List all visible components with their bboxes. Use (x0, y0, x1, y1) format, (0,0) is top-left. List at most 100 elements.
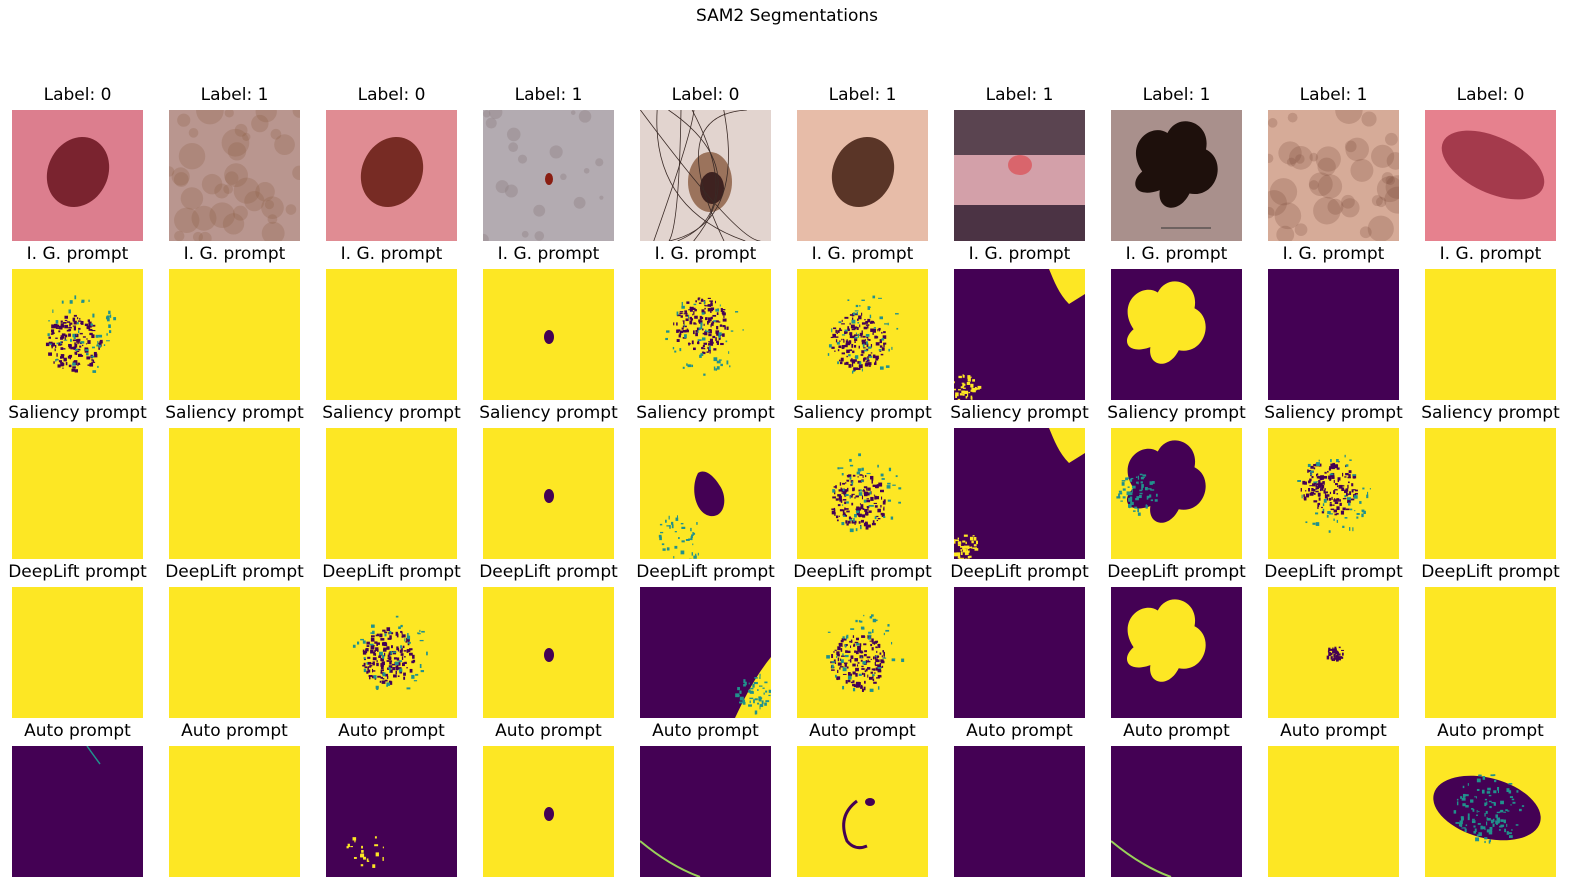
pigment-patch (1385, 175, 1396, 186)
segmentation-mask (1425, 746, 1556, 877)
segmentation-mask (640, 746, 771, 877)
segmentation-mask-svg (640, 587, 771, 718)
segmentation-mask (12, 746, 143, 877)
mask-speckle (658, 515, 699, 559)
mask-speckle (830, 312, 887, 371)
segmentation-mask-svg (1268, 269, 1399, 400)
pigment-patch (1309, 180, 1319, 190)
segmentation-mask-svg (640, 428, 771, 559)
pigment-patch (174, 207, 200, 233)
pigment-patch (227, 142, 247, 161)
pigment-patch (1276, 225, 1295, 241)
segmentation-mask (169, 587, 300, 718)
row-title: I. G. prompt (1439, 244, 1542, 264)
segmentation-mask (169, 428, 300, 559)
segmentation-mask (483, 746, 614, 877)
pigment-patch (255, 110, 277, 123)
row-title: DeepLift prompt (1421, 562, 1560, 582)
mask-background (640, 746, 771, 877)
row-title: DeepLift prompt (322, 562, 461, 582)
row-title: DeepLift prompt (636, 562, 775, 582)
segmentation-mask-svg (169, 269, 300, 400)
row-title: DeepLift prompt (8, 562, 147, 582)
pigment-patch (251, 114, 269, 133)
hair (698, 110, 747, 241)
pigment-patch (169, 166, 175, 177)
pigment-patch (242, 132, 251, 142)
pigment-patch (1381, 172, 1394, 184)
mask-streak (842, 799, 868, 850)
pigment-patch (234, 123, 248, 137)
segmentation-mask (326, 269, 457, 400)
freckle (521, 230, 529, 238)
segmentation-mask (1111, 269, 1242, 400)
mask-region (865, 798, 875, 806)
row-title: I. G. prompt (1125, 244, 1228, 264)
row-title: DeepLift prompt (479, 562, 618, 582)
pigment-patch (1376, 176, 1399, 203)
pigment-patch (214, 183, 230, 199)
column-label: Label: 1 (514, 85, 583, 105)
pigment-patch (1268, 118, 1278, 128)
pigment-patch (173, 172, 189, 187)
row-title: Auto prompt (809, 721, 916, 741)
mask-background (326, 746, 457, 877)
mask-speckle (832, 453, 902, 533)
freckle (578, 110, 592, 123)
dark-region (954, 110, 1085, 155)
dark-region (954, 205, 1085, 241)
dermoscopy-image (169, 110, 300, 241)
freckle (485, 117, 497, 129)
pigment-patch (222, 213, 245, 235)
mask-region (1126, 440, 1206, 523)
lesion (46, 136, 110, 208)
mask-region (1049, 428, 1085, 463)
pigment-patch (270, 128, 282, 140)
mask-background (1425, 587, 1556, 718)
pigment-patch (1268, 153, 1274, 163)
row-title: Saliency prompt (950, 403, 1089, 423)
pigment-patch (244, 190, 265, 212)
freckle (495, 180, 509, 194)
freckle (599, 195, 604, 200)
mask-background (169, 269, 300, 400)
row-title: Saliency prompt (165, 403, 304, 423)
segmentation-mask (326, 428, 457, 559)
lesion (360, 136, 424, 208)
segmentation-mask (12, 428, 143, 559)
dermoscopy-image-svg (640, 110, 771, 241)
dermoscopy-image (326, 110, 457, 241)
column-label: Label: 1 (1142, 85, 1211, 105)
mask-background (1268, 746, 1399, 877)
lesion (545, 173, 553, 185)
dermoscopy-image (483, 110, 614, 241)
mask-region (1126, 281, 1206, 364)
mask-background (797, 428, 928, 559)
segmentation-mask-svg (169, 587, 300, 718)
segmentation-mask-svg (483, 428, 614, 559)
row-title: Auto prompt (24, 721, 131, 741)
segmentation-mask (640, 428, 771, 559)
freckle (560, 173, 567, 181)
mask-streak (86, 746, 101, 765)
mask-speckle (735, 673, 771, 715)
hair (668, 110, 719, 241)
segmentation-mask (954, 428, 1085, 559)
pigment-patch (1335, 110, 1363, 124)
segmentation-mask-svg (12, 587, 143, 718)
freckle (488, 110, 503, 119)
row-title: Auto prompt (1280, 721, 1387, 741)
pigment-patch (192, 231, 204, 241)
pigment-patch (1361, 111, 1377, 127)
column-label: Label: 0 (357, 85, 426, 105)
segmentation-mask (169, 269, 300, 400)
mask-speckle (346, 836, 384, 868)
pigment-patch (264, 200, 275, 210)
segmentation-mask-svg (640, 269, 771, 400)
segmentation-mask (1425, 428, 1556, 559)
column-label: Label: 0 (671, 85, 740, 105)
pigment-patch (198, 231, 212, 241)
segmentation-mask (954, 269, 1085, 400)
segmentation-mask (1111, 428, 1242, 559)
mask-background (1425, 269, 1556, 400)
